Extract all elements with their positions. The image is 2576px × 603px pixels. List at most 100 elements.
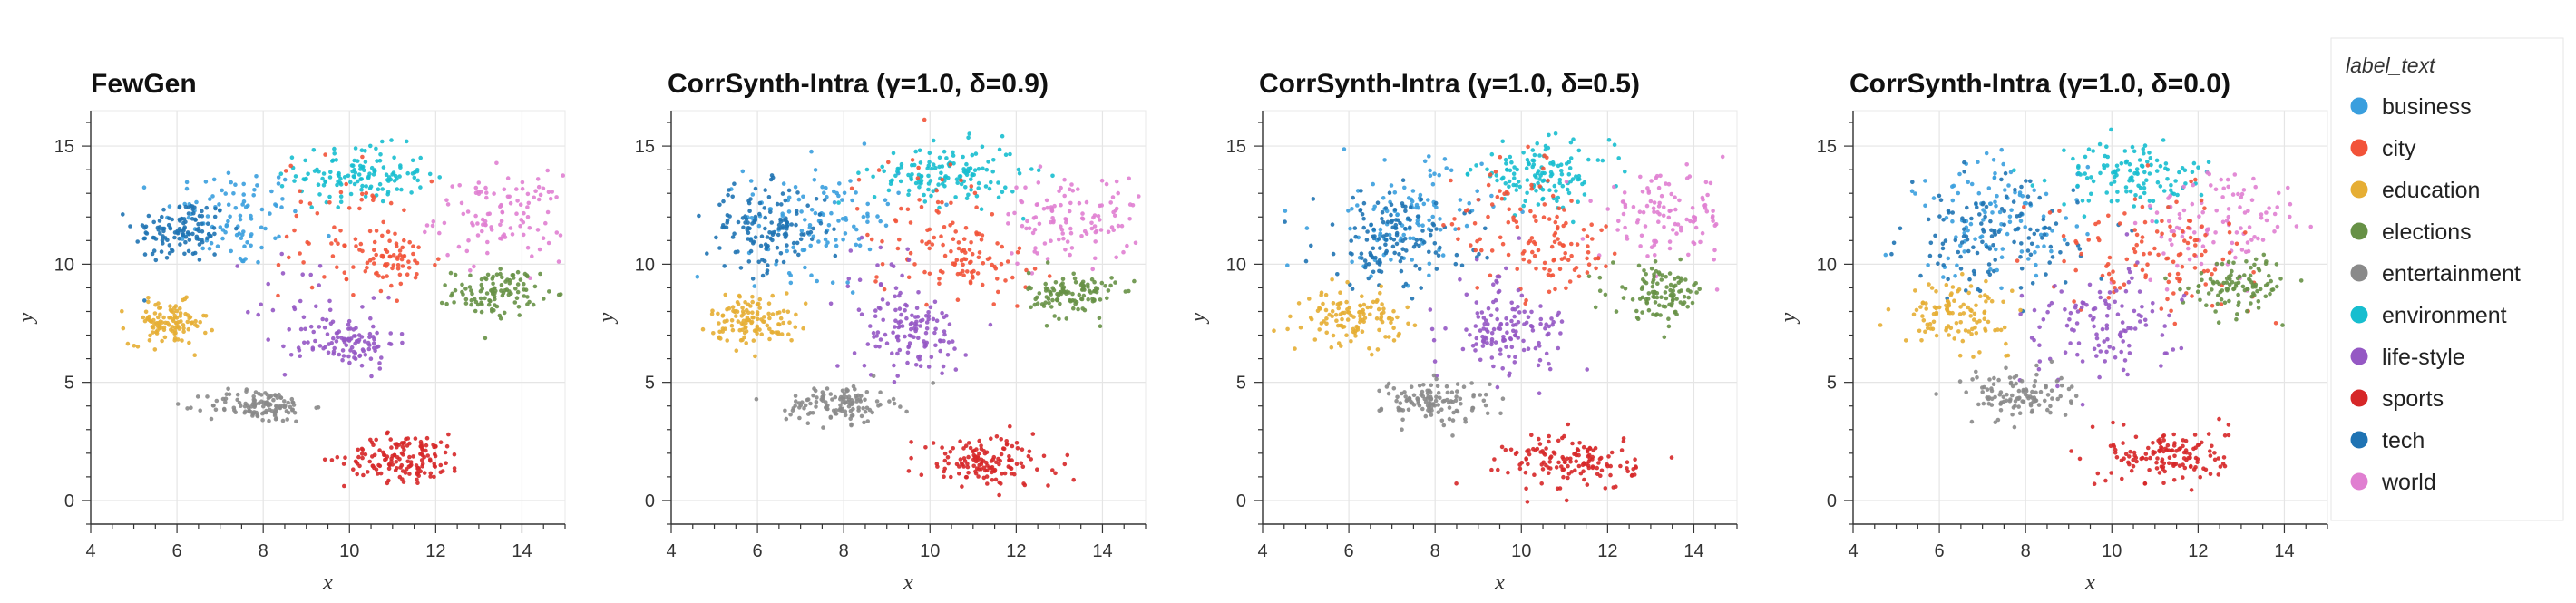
point-business (273, 237, 278, 241)
point-life-style (897, 294, 902, 298)
point-tech (182, 225, 187, 229)
point-sports (979, 443, 983, 448)
point-education (1377, 328, 1381, 333)
point-city (1529, 183, 1534, 188)
point-world (2178, 217, 2182, 221)
point-elections (1048, 290, 1052, 295)
point-world (1039, 164, 1043, 169)
point-business (1970, 182, 1975, 187)
point-tech (1406, 217, 1410, 221)
point-world (2186, 247, 2191, 251)
point-world (437, 231, 442, 236)
point-tech (1477, 252, 1481, 257)
point-sports (429, 472, 434, 476)
point-elections (2209, 277, 2213, 282)
point-tech (732, 231, 737, 236)
point-business (2021, 194, 2025, 199)
point-tech (187, 249, 191, 254)
point-environment (2132, 171, 2137, 176)
x-tick-label: 8 (839, 541, 849, 561)
point-city (2189, 236, 2193, 240)
point-world (501, 234, 505, 238)
point-sports (990, 478, 995, 482)
point-world (494, 161, 499, 166)
point-environment (356, 159, 360, 163)
x-tick-label: 10 (339, 541, 359, 561)
point-environment (2062, 148, 2066, 152)
point-environment (965, 173, 970, 178)
point-entertainment (844, 413, 848, 418)
point-world (499, 203, 503, 208)
point-sports (2181, 475, 2185, 480)
point-entertainment (1964, 390, 1968, 394)
point-elections (1033, 303, 1038, 307)
point-city (909, 251, 913, 256)
point-life-style (266, 282, 270, 287)
point-sports (1568, 460, 1573, 464)
y-tick-label: 5 (645, 374, 655, 394)
point-life-style (1517, 310, 1522, 315)
point-city (978, 250, 982, 255)
point-elections (503, 288, 508, 293)
point-business (1993, 176, 1997, 180)
point-elections (1683, 277, 1688, 282)
point-elections (2227, 299, 2231, 304)
point-life-style (2125, 232, 2130, 237)
point-tech (197, 227, 201, 231)
point-environment (399, 188, 404, 192)
point-tech (143, 237, 148, 241)
point-business (185, 187, 190, 191)
point-life-style (2128, 270, 2132, 275)
point-city (335, 265, 339, 269)
point-entertainment (243, 409, 248, 413)
point-business (2008, 220, 2013, 225)
point-elections (460, 283, 464, 287)
point-city (360, 155, 365, 160)
point-city (1556, 227, 1560, 231)
point-world (1116, 191, 1120, 196)
point-city (2167, 280, 2171, 285)
point-world (1038, 222, 1042, 227)
point-sports (1515, 451, 1519, 455)
point-business (251, 193, 256, 198)
point-life-style (360, 335, 365, 339)
point-tech (794, 223, 798, 228)
point-environment (405, 171, 410, 176)
point-entertainment (834, 395, 838, 400)
point-tech (1371, 228, 1376, 232)
point-tech (2028, 180, 2033, 184)
point-education (151, 330, 155, 335)
point-elections (1659, 295, 1664, 299)
point-sports (407, 472, 412, 476)
point-world (1127, 217, 1132, 221)
point-environment (405, 140, 409, 144)
point-life-style (354, 356, 358, 361)
point-tech (193, 218, 198, 222)
point-sports (360, 452, 365, 456)
point-environment (1561, 184, 1566, 189)
point-elections (2252, 263, 2257, 267)
point-elections (2257, 306, 2261, 310)
point-life-style (371, 325, 376, 329)
point-life-style (1505, 322, 1509, 326)
point-environment (889, 179, 893, 183)
y-tick-label: 5 (1236, 374, 1246, 394)
point-business (223, 191, 228, 196)
point-elections (1678, 258, 1683, 262)
point-life-style (1521, 339, 1526, 344)
point-city (2141, 205, 2145, 209)
point-education (1349, 314, 1353, 318)
point-business (1305, 226, 1310, 230)
point-life-style (327, 342, 331, 346)
point-business (1962, 249, 1966, 254)
point-education (1379, 285, 1383, 289)
point-life-style (1548, 367, 1553, 372)
point-city (2141, 268, 2145, 273)
point-tech (1960, 240, 1965, 245)
point-business (2085, 232, 2090, 237)
point-world (1673, 222, 1678, 227)
point-city (1553, 287, 1557, 292)
point-elections (463, 287, 468, 291)
point-business (2035, 245, 2040, 249)
